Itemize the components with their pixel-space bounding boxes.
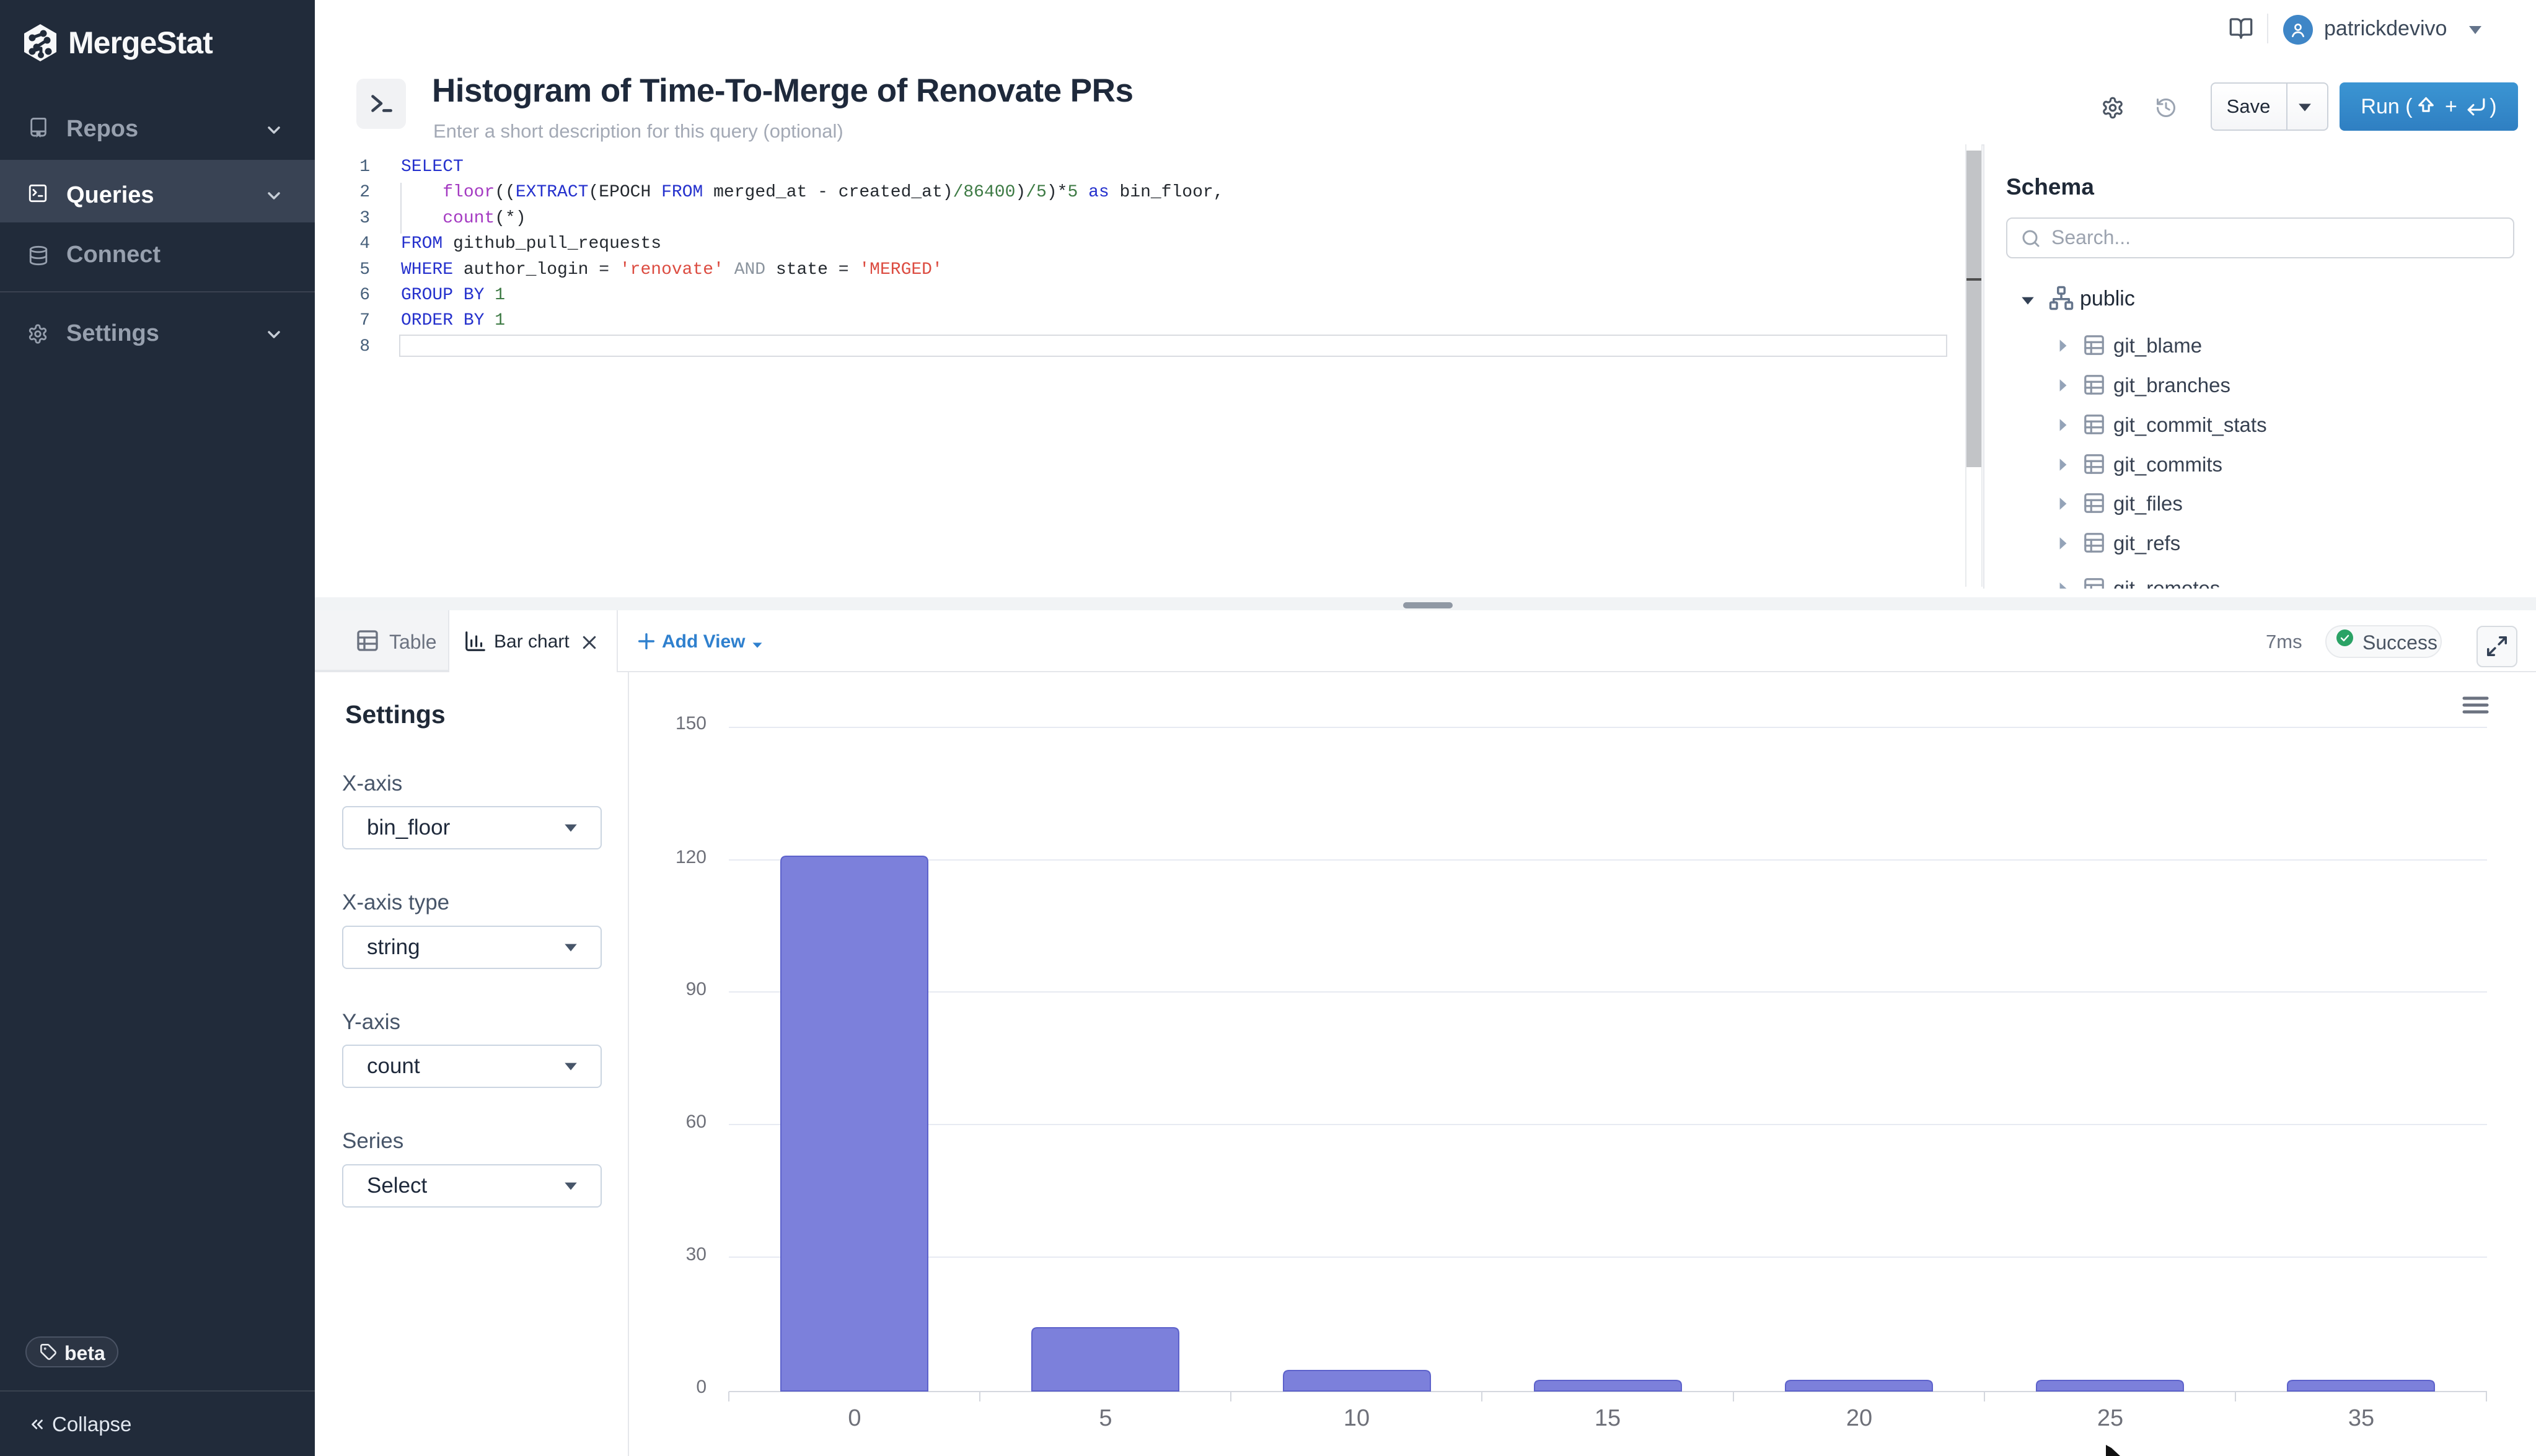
- svg-text:120: 120: [676, 847, 707, 867]
- svg-text:5: 5: [1099, 1405, 1112, 1431]
- svg-text:20: 20: [1846, 1405, 1872, 1431]
- svg-text:15: 15: [1595, 1405, 1621, 1431]
- svg-text:10: 10: [1344, 1405, 1370, 1431]
- svg-text:35: 35: [2348, 1405, 2374, 1431]
- svg-text:30: 30: [686, 1244, 707, 1265]
- svg-text:25: 25: [2097, 1405, 2123, 1431]
- svg-text:0: 0: [696, 1377, 707, 1397]
- svg-text:150: 150: [676, 713, 707, 734]
- svg-text:0: 0: [848, 1405, 861, 1431]
- svg-text:60: 60: [686, 1112, 707, 1132]
- svg-text:90: 90: [686, 979, 707, 999]
